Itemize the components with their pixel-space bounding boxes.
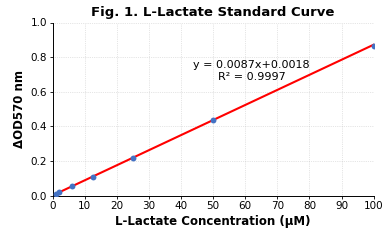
Point — [130, 156, 136, 160]
Y-axis label: ΔOD570 nm: ΔOD570 nm — [13, 70, 26, 148]
Point — [69, 184, 75, 188]
Point — [210, 118, 216, 121]
Point — [370, 44, 377, 48]
Point — [56, 190, 62, 194]
Title: Fig. 1. L-Lactate Standard Curve: Fig. 1. L-Lactate Standard Curve — [91, 6, 335, 18]
Point — [89, 175, 96, 179]
Text: y = 0.0087x+0.0018
R² = 0.9997: y = 0.0087x+0.0018 R² = 0.9997 — [193, 60, 310, 82]
Point — [53, 192, 59, 196]
X-axis label: L-Lactate Concentration (μM): L-Lactate Concentration (μM) — [116, 216, 311, 228]
